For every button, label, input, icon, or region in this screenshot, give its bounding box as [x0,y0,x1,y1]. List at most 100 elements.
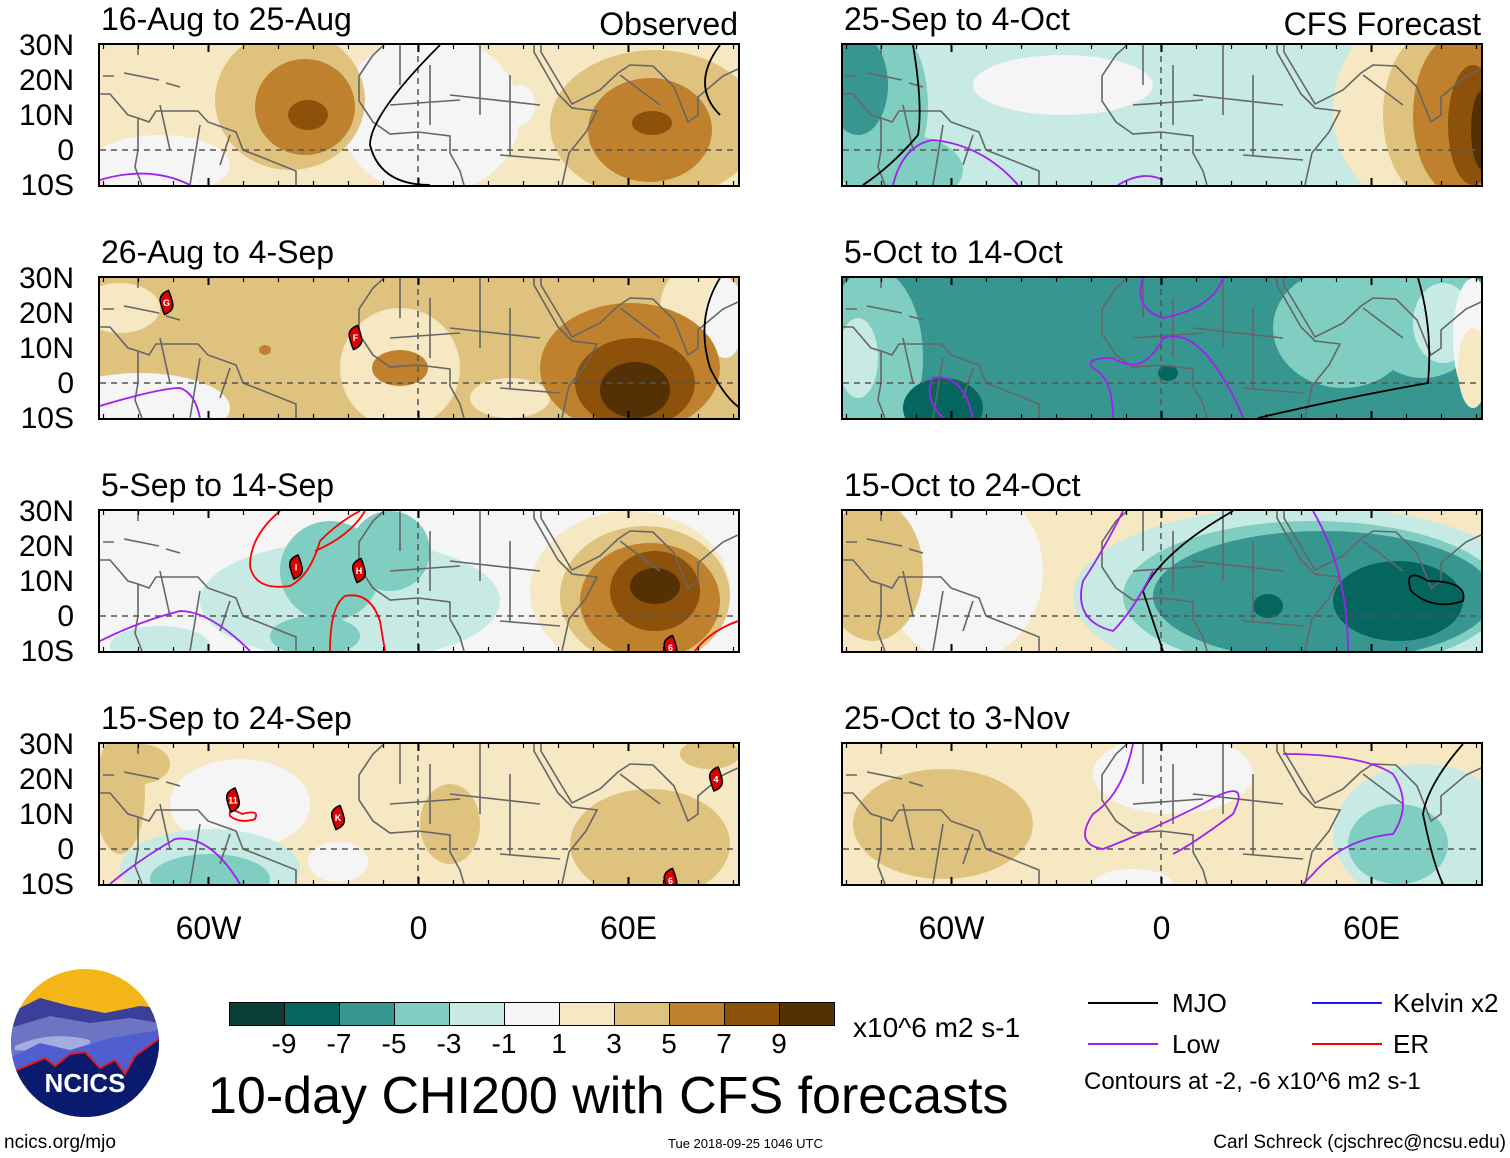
panel-title: 25-Sep to 4-Oct [844,1,1070,37]
y-tick-label: 0 [57,134,74,167]
coastline [103,45,181,88]
x-tick-label: 60E [1343,910,1400,946]
panel-title: 15-Sep to 24-Sep [101,700,352,736]
coastline [1132,278,1404,394]
coastline [100,326,297,418]
low-contour [100,610,251,651]
coastline [843,326,1040,418]
x-tick-label: 0 [409,910,428,946]
y-tick-label: 20N [18,763,74,796]
panel-title: 26-Aug to 4-Sep [101,234,335,270]
anomaly-region [470,378,550,418]
colorbar-swatch [724,1002,780,1026]
y-tick-label: 20N [18,530,74,563]
coastline [846,511,924,554]
coastline [389,278,661,394]
observed-label: Observed [599,6,738,42]
legend-label-kelvin: Kelvin x2 [1393,988,1499,1018]
low-contour [1117,175,1164,185]
coastline [1283,744,1481,823]
coastline [540,511,738,590]
anomaly-region [630,568,680,604]
coastline [877,584,886,651]
mjo-contour [704,45,721,116]
coastline [103,278,181,321]
coastline [1132,45,1404,161]
anomaly-region [308,842,368,882]
anomaly-region [100,135,230,185]
coastline [533,511,599,651]
low-contour [1139,278,1224,319]
er-contour [694,620,738,651]
coastline [540,744,738,823]
colorbar-units: x10^6 m2 s-1 [853,1012,1021,1043]
mjo-contour [703,278,738,408]
anomaly-region [1448,65,1481,185]
coastline [533,744,599,884]
y-tick-label: 10S [20,402,74,435]
map-panel: I H 6 [98,509,740,653]
storm-label: G [163,298,170,308]
anomaly-region [600,362,670,418]
y-tick-label: 10N [18,99,74,132]
coastline [843,559,1040,651]
storm-label: 6 [668,876,673,884]
y-tick-label: 20N [18,297,74,330]
storm-label: 11 [228,796,238,806]
colorbar-swatch [339,1002,395,1026]
coastline [1276,511,1342,651]
legend-label-low: Low [1172,1029,1220,1059]
storm-label: 4 [713,775,718,785]
colorbar-label: -3 [436,1028,462,1059]
x-tick-label: 60W [175,910,242,946]
anomaly-region [570,789,730,884]
y-tick-label: 0 [57,833,74,866]
coastline [100,93,297,185]
mjo-contour [369,45,441,185]
footer-url[interactable]: ncics.org/mjo [4,1132,116,1153]
y-tick-label: 10N [18,332,74,365]
storm-label: 6 [668,643,673,651]
anomaly-region [270,616,360,651]
y-tick-label: 30N [18,728,74,761]
coastline [877,351,886,418]
tropical-cyclone-icon: 4 [708,766,724,792]
anomaly-region [350,511,430,591]
anomaly-region [843,511,923,641]
panel-title: 5-Oct to 14-Oct [844,234,1063,270]
colorbar-label: 1 [551,1028,567,1059]
anomaly-region [505,85,535,125]
anomaly-region [150,854,270,884]
x-tick-label: 60E [600,910,657,946]
legend-label-er: ER [1393,1029,1430,1059]
er-contour [249,511,361,588]
y-tick-label: 10N [18,798,74,831]
y-tick-label: 30N [18,495,74,528]
colorbar-label: 3 [606,1028,622,1059]
anomaly-region [1348,804,1448,884]
coastline [843,93,1040,185]
colorbar-swatch [284,1002,340,1026]
map-panel [841,43,1483,187]
coastline [100,792,297,884]
storm-label: F [353,333,359,343]
colorbar-label: -9 [271,1028,297,1059]
anomaly-region [1458,328,1481,408]
ncics-logo: NCICS [10,968,160,1123]
mjo-contour [1422,744,1464,884]
coastline [1101,511,1208,651]
low-contour [109,837,241,884]
storm-label: K [335,813,342,823]
coastline [100,559,297,651]
coastline [533,278,599,418]
coastline [358,744,465,884]
footer-author: Carl Schreck (cjschrec@ncsu.edu) [1213,1132,1506,1153]
coastline [843,792,1040,884]
coastline [540,278,738,357]
y-tick-label: 10S [20,868,74,901]
y-tick-label: 10S [20,635,74,668]
coastline [389,45,661,161]
coastline [358,511,465,651]
tropical-cyclone-icon: G [159,289,174,316]
anomaly-region [903,378,983,418]
